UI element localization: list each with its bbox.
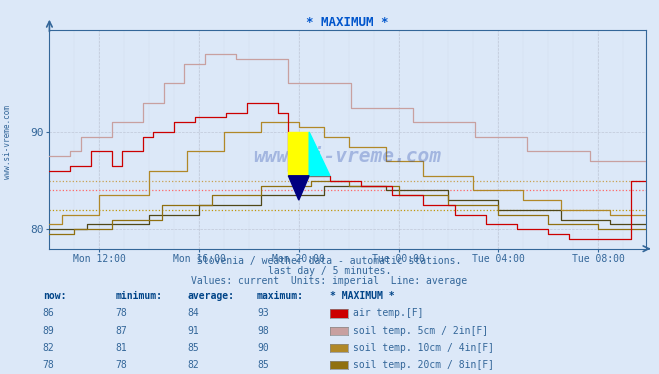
Text: soil temp. 5cm / 2in[F]: soil temp. 5cm / 2in[F] bbox=[353, 326, 488, 335]
Text: 84: 84 bbox=[188, 309, 200, 318]
Text: Values: current  Units: imperial  Line: average: Values: current Units: imperial Line: av… bbox=[191, 276, 468, 286]
Text: www.si-vreme.com: www.si-vreme.com bbox=[3, 105, 13, 179]
Polygon shape bbox=[289, 176, 309, 200]
Text: www.si-vreme.com: www.si-vreme.com bbox=[254, 147, 442, 166]
Text: maximum:: maximum: bbox=[257, 291, 304, 301]
Text: 85: 85 bbox=[188, 343, 200, 353]
Title: * MAXIMUM *: * MAXIMUM * bbox=[306, 16, 389, 29]
Text: soil temp. 20cm / 8in[F]: soil temp. 20cm / 8in[F] bbox=[353, 360, 494, 370]
Text: 81: 81 bbox=[115, 343, 127, 353]
Text: 90: 90 bbox=[257, 343, 269, 353]
Text: soil temp. 10cm / 4in[F]: soil temp. 10cm / 4in[F] bbox=[353, 343, 494, 353]
Text: air temp.[F]: air temp.[F] bbox=[353, 309, 424, 318]
Text: 78: 78 bbox=[115, 360, 127, 370]
Text: 98: 98 bbox=[257, 326, 269, 335]
Text: 86: 86 bbox=[43, 309, 55, 318]
Text: average:: average: bbox=[188, 291, 235, 301]
Text: * MAXIMUM *: * MAXIMUM * bbox=[330, 291, 394, 301]
Text: 93: 93 bbox=[257, 309, 269, 318]
Text: 89: 89 bbox=[43, 326, 55, 335]
Text: Slovenia / weather data - automatic stations.: Slovenia / weather data - automatic stat… bbox=[197, 256, 462, 266]
Text: 85: 85 bbox=[257, 360, 269, 370]
Text: 87: 87 bbox=[115, 326, 127, 335]
Text: 78: 78 bbox=[43, 360, 55, 370]
Text: last day / 5 minutes.: last day / 5 minutes. bbox=[268, 266, 391, 276]
Polygon shape bbox=[289, 132, 309, 176]
Text: minimum:: minimum: bbox=[115, 291, 162, 301]
Text: 82: 82 bbox=[188, 360, 200, 370]
Text: 82: 82 bbox=[43, 343, 55, 353]
Text: 91: 91 bbox=[188, 326, 200, 335]
Text: now:: now: bbox=[43, 291, 67, 301]
Text: 78: 78 bbox=[115, 309, 127, 318]
Polygon shape bbox=[309, 132, 330, 176]
